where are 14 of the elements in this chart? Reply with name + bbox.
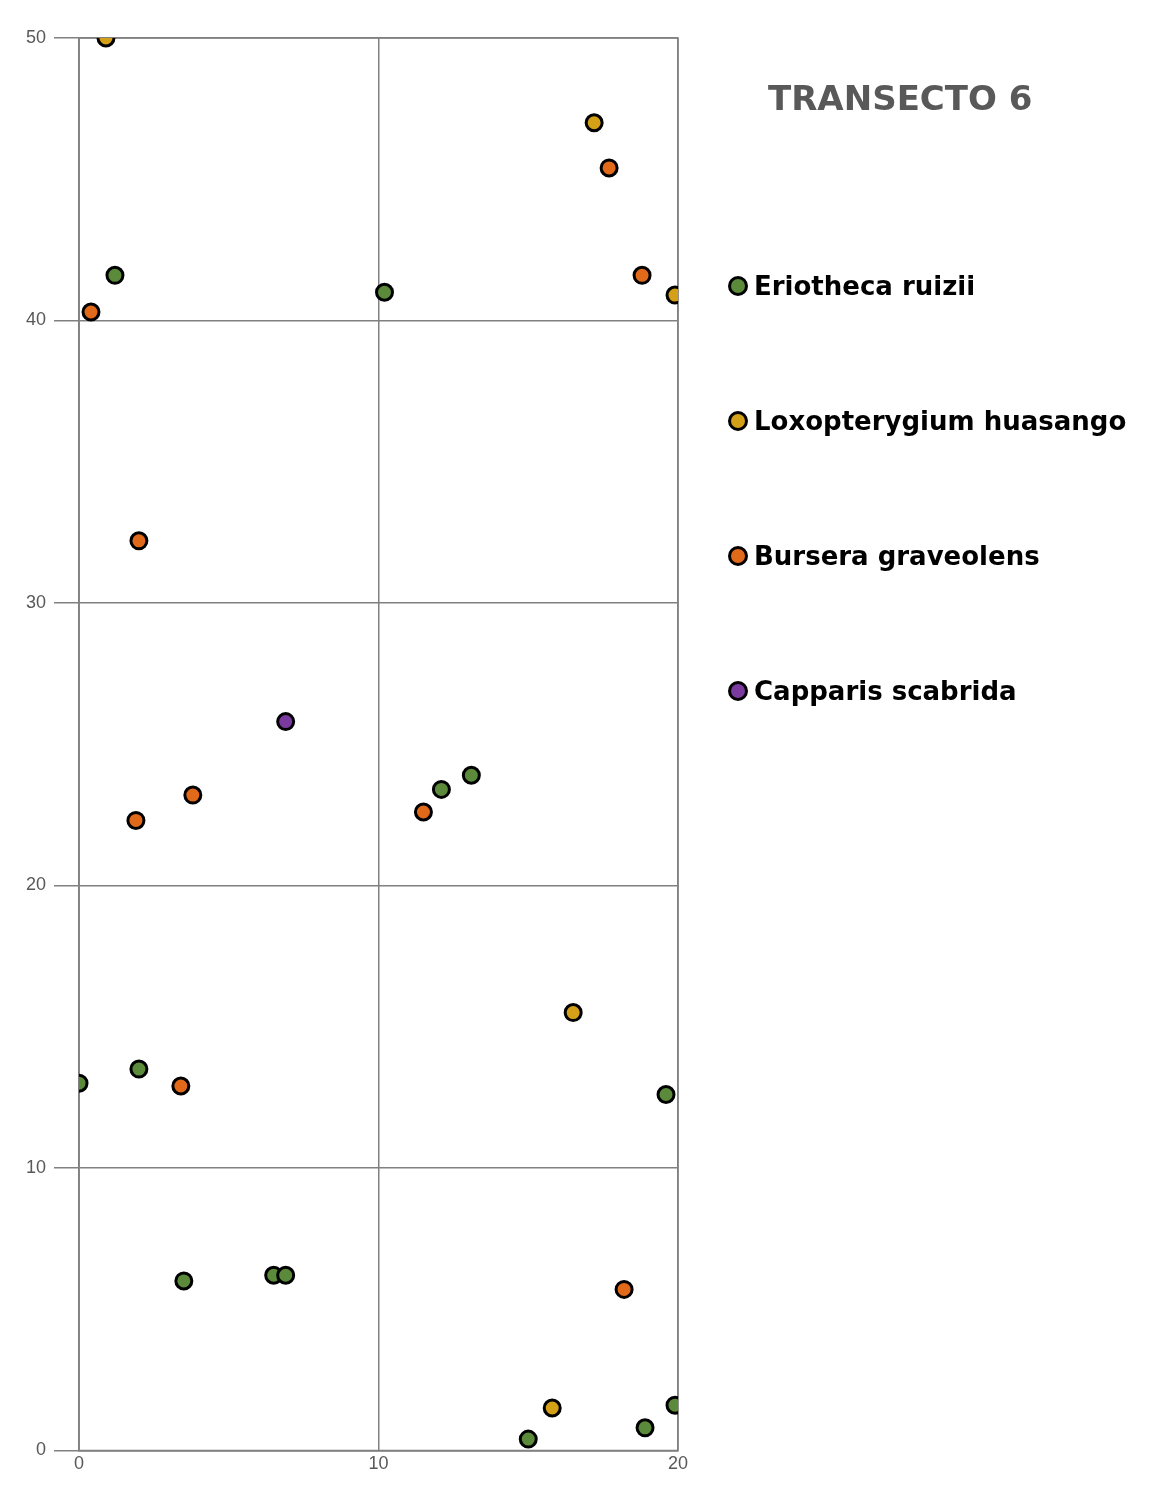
text: TRANSECTO 6 xyxy=(768,78,1034,118)
y-tick-label: 20 xyxy=(25,874,47,895)
y-tick-label: 10 xyxy=(25,1156,47,1177)
x-tick-label: 10 xyxy=(368,1453,389,1474)
x-tick-label: 20 xyxy=(667,1453,689,1474)
y-tick-label: 0 xyxy=(36,1439,47,1460)
legend-label: Eriotheca ruizii xyxy=(754,270,976,301)
legend-label: Capparis scabrida xyxy=(754,675,1017,706)
y-tick-label: 30 xyxy=(25,591,47,612)
y-tick-label: 50 xyxy=(25,26,47,47)
legend-label: Bursera graveolens xyxy=(754,540,1040,571)
legend-label: Loxopterygium huasango xyxy=(754,405,1127,436)
x-tick-label: 0 xyxy=(74,1453,85,1474)
y-tick-label: 40 xyxy=(25,309,47,330)
